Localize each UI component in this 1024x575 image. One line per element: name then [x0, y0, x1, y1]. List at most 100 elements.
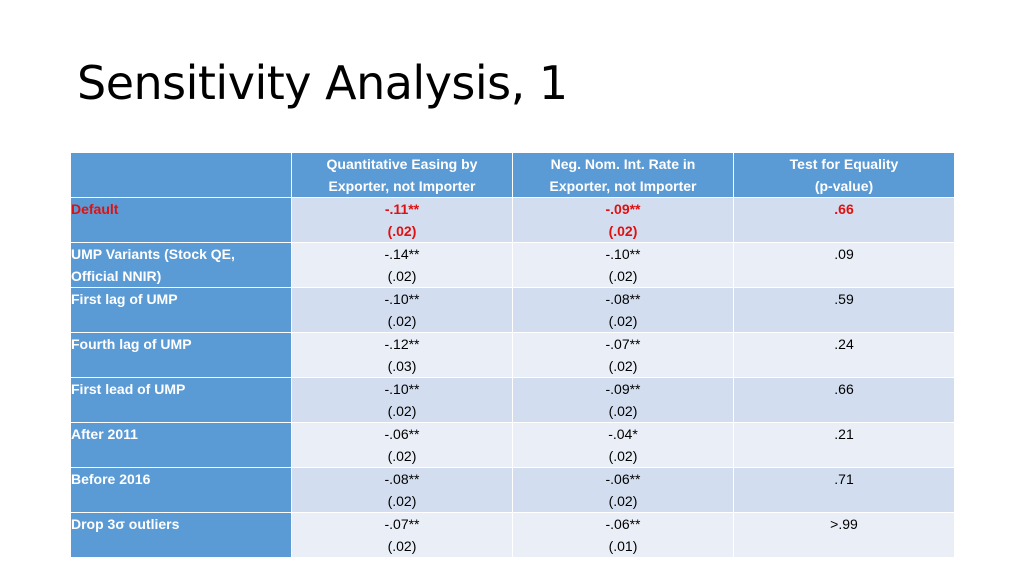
cell-line-primary: Fourth lag of UMP	[71, 336, 192, 352]
header-line: Neg. Nom. Int. Rate in	[550, 156, 696, 172]
equality-test-cell: .09	[733, 242, 955, 288]
cell-line-secondary: (.02)	[387, 538, 417, 554]
cell-line-primary: .59	[834, 291, 854, 307]
header-cell-blank	[70, 152, 292, 198]
cell-line-secondary: (.02)	[608, 493, 638, 509]
cell-line-primary: -.09**	[605, 381, 641, 397]
cell-line-primary: .66	[834, 381, 854, 397]
cell-line-primary: -.04*	[608, 426, 638, 442]
cell-line-primary: -.06**	[605, 516, 641, 532]
qe-coefficient-cell: -.11** (.02)	[291, 197, 513, 243]
cell-line-primary: -.10**	[384, 381, 420, 397]
table-body: Default -.11** (.02) -.09** (.02) .66 UMP Vari…	[70, 197, 955, 558]
cell-line-primary: -.10**	[384, 291, 420, 307]
nnir-coefficient-cell: -.10** (.02)	[512, 242, 734, 288]
cell-line-primary: UMP Variants (Stock QE,	[71, 246, 235, 262]
cell-line-primary: -.11**	[384, 201, 420, 217]
cell-line-primary: Drop 3σ outliers	[71, 516, 180, 532]
qe-coefficient-cell: -.08** (.02)	[291, 467, 513, 513]
table-row: Fourth lag of UMP -.12** (.03) -.07** (.02).…	[70, 332, 955, 378]
nnir-coefficient-cell: -.04* (.02)	[512, 422, 734, 468]
table-row: Default -.11** (.02) -.09** (.02) .66	[70, 197, 955, 243]
qe-coefficient-cell: -.10** (.02)	[291, 287, 513, 333]
cell-line-secondary: (.02)	[608, 358, 638, 374]
nnir-coefficient-cell: -.07** (.02)	[512, 332, 734, 378]
equality-test-cell: .24	[733, 332, 955, 378]
table-row: First lead of UMP -.10** (.02) -.09** (.02).…	[70, 377, 955, 423]
header-cell-qe: Quantitative Easing by Exporter, not Imp…	[291, 152, 513, 198]
cell-line-secondary: (.02)	[608, 403, 638, 419]
row-label-cell: UMP Variants (Stock QE, Official NNIR)	[70, 242, 292, 288]
header-line: Exporter, not Importer	[328, 178, 476, 194]
cell-line-secondary: (.02)	[608, 268, 638, 284]
cell-line-primary: >.99	[830, 516, 858, 532]
cell-line-primary: -.08**	[605, 291, 641, 307]
cell-line-primary: -.06**	[384, 426, 420, 442]
qe-coefficient-cell: -.06** (.02)	[291, 422, 513, 468]
header-line: Test for Equality	[789, 156, 899, 172]
cell-line-primary: -.07**	[384, 516, 420, 532]
cell-line-primary: First lead of UMP	[71, 381, 186, 397]
cell-line-primary: .09	[834, 246, 854, 262]
table-row: UMP Variants (Stock QE, Official NNIR) -.1…	[70, 242, 955, 288]
nnir-coefficient-cell: -.06** (.01)	[512, 512, 734, 558]
cell-line-secondary: (.01)	[608, 538, 638, 554]
table-row: First lag of UMP -.10** (.02) -.08** (.02) .5…	[70, 287, 955, 333]
row-label-cell: Drop 3σ outliers	[70, 512, 292, 558]
cell-line-secondary: (.02)	[608, 223, 638, 239]
cell-line-primary: -.07**	[605, 336, 641, 352]
cell-line-primary: -.14**	[384, 246, 420, 262]
header-cell-test: Test for Equality (p-value)	[733, 152, 955, 198]
row-label-cell: Before 2016	[70, 467, 292, 513]
equality-test-cell: .21	[733, 422, 955, 468]
cell-line-primary: .21	[834, 426, 854, 442]
nnir-coefficient-cell: -.09** (.02)	[512, 377, 734, 423]
qe-coefficient-cell: -.12** (.03)	[291, 332, 513, 378]
cell-line-primary: Before 2016	[71, 471, 151, 487]
nnir-coefficient-cell: -.08** (.02)	[512, 287, 734, 333]
table-row: Drop 3σ outliers -.07** (.02) -.06** (.01) >.…	[70, 512, 955, 558]
cell-line-primary: First lag of UMP	[71, 291, 178, 307]
slide-title: Sensitivity Analysis, 1	[77, 56, 568, 110]
cell-line-primary: -.08**	[384, 471, 420, 487]
cell-line-primary: -.06**	[605, 471, 641, 487]
row-label-cell: Default	[70, 197, 292, 243]
cell-line-secondary: (.02)	[387, 448, 417, 464]
header-line: Exporter, not Importer	[549, 178, 697, 194]
results-table: Quantitative Easing by Exporter, not Imp…	[70, 152, 955, 558]
header-cell-nnir: Neg. Nom. Int. Rate in Exporter, not Imp…	[512, 152, 734, 198]
cell-line-secondary: (.02)	[387, 223, 417, 239]
qe-coefficient-cell: -.10** (.02)	[291, 377, 513, 423]
equality-test-cell: .66	[733, 377, 955, 423]
cell-line-secondary: (.03)	[387, 358, 417, 374]
nnir-coefficient-cell: -.06** (.02)	[512, 467, 734, 513]
cell-line-secondary: (.02)	[387, 493, 417, 509]
cell-line-primary: .71	[834, 471, 854, 487]
cell-line-primary: .66	[834, 201, 854, 217]
table-row: Before 2016 -.08** (.02) -.06** (.02) .71	[70, 467, 955, 513]
header-row: Quantitative Easing by Exporter, not Imp…	[70, 152, 955, 198]
row-label-cell: First lag of UMP	[70, 287, 292, 333]
equality-test-cell: .71	[733, 467, 955, 513]
cell-line-primary: -.12**	[384, 336, 420, 352]
cell-line-secondary: (.02)	[608, 313, 638, 329]
cell-line-secondary: (.02)	[387, 403, 417, 419]
nnir-coefficient-cell: -.09** (.02)	[512, 197, 734, 243]
cell-line-primary: After 2011	[71, 426, 138, 442]
equality-test-cell: >.99	[733, 512, 955, 558]
qe-coefficient-cell: -.14** (.02)	[291, 242, 513, 288]
cell-line-secondary: Official NNIR)	[71, 268, 162, 284]
equality-test-cell: .59	[733, 287, 955, 333]
cell-line-secondary: (.02)	[387, 268, 417, 284]
cell-line-primary: .24	[834, 336, 854, 352]
cell-line-secondary: (.02)	[608, 448, 638, 464]
row-label-cell: After 2011	[70, 422, 292, 468]
qe-coefficient-cell: -.07** (.02)	[291, 512, 513, 558]
equality-test-cell: .66	[733, 197, 955, 243]
cell-line-secondary: (.02)	[387, 313, 417, 329]
header-line: Quantitative Easing by	[326, 156, 478, 172]
row-label-cell: Fourth lag of UMP	[70, 332, 292, 378]
cell-line-primary: Default	[71, 201, 119, 217]
cell-line-primary: -.10**	[605, 246, 641, 262]
cell-line-primary: -.09**	[605, 201, 641, 217]
